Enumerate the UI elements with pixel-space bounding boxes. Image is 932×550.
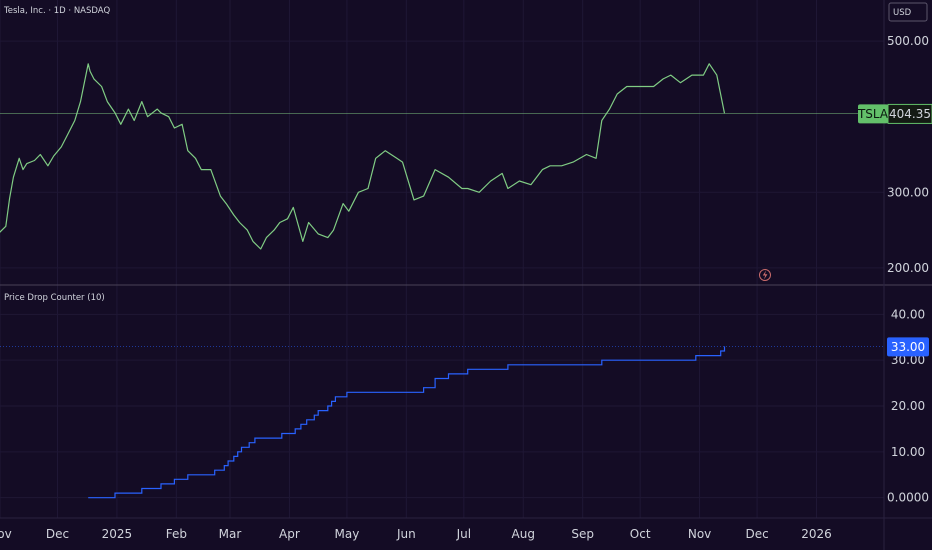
y-tick-label: 30.00: [891, 353, 925, 367]
x-tick-label: 2026: [801, 527, 832, 541]
series-name-badge[interactable]: TSLA: [857, 104, 889, 124]
crosshair-layer: [0, 113, 884, 347]
y-axis-layer: 500.00 300.00 200.00 40.00 30.00 20.00 10.00 0.…: [887, 34, 929, 505]
last-price-badge-bg: [887, 103, 932, 124]
last-price-badge[interactable]: 404.35: [887, 103, 932, 124]
x-tick-label: Nov: [0, 527, 12, 541]
x-tick-label: Mar: [219, 527, 242, 541]
last-counter-badge[interactable]: 33.00: [887, 337, 929, 357]
y-tick-label: 200.00: [887, 261, 929, 275]
currency-label: USD: [893, 8, 912, 18]
y-tick-label: 500.00: [887, 34, 929, 48]
price-series-line[interactable]: [0, 63, 726, 250]
y-tick-label: 10.00: [891, 445, 925, 459]
x-tick-label: Dec: [46, 527, 69, 541]
x-tick-label: 2025: [102, 527, 133, 541]
x-tick-label: Oct: [630, 527, 651, 541]
currency-button-frame: [888, 2, 928, 22]
x-tick-label: Jul: [456, 527, 471, 541]
counter-series-line[interactable]: [88, 346, 726, 499]
y-tick-label: 300.00: [887, 185, 929, 199]
x-tick-label: Jun: [396, 527, 416, 541]
series-layer: [0, 63, 726, 499]
x-tick-label: Dec: [745, 527, 768, 541]
symbol-title[interactable]: Tesla, Inc. · 1D · NASDAQ: [3, 6, 110, 16]
y-tick-label: 20.00: [891, 399, 925, 413]
x-tick-label: Nov: [688, 527, 711, 541]
last-counter-value: 33.00: [891, 340, 925, 354]
lightning-icon: [762, 270, 768, 280]
x-tick-label: Sep: [571, 527, 594, 541]
x-axis-layer: Nov Dec 2025 Feb Mar Apr May Jun Jul Aug Sep Oct Nov…: [0, 527, 832, 541]
dividends-badge[interactable]: [759, 269, 771, 281]
badge-circle: [759, 269, 771, 281]
last-price-value: 404.35: [889, 107, 931, 121]
y-tick-label: 40.00: [891, 307, 925, 321]
y-tick-label: 0.0000: [887, 491, 929, 505]
x-tick-label: Apr: [279, 527, 300, 541]
indicator-title[interactable]: Price Drop Counter (10): [4, 293, 105, 303]
last-counter-badge-bg: [887, 337, 929, 357]
x-tick-label: Feb: [166, 527, 187, 541]
series-name-label: TSLA: [857, 107, 889, 121]
x-tick-label: Aug: [512, 527, 535, 541]
currency-button[interactable]: USD: [888, 2, 928, 22]
series-name-badge-bg: [858, 104, 888, 124]
label-layer: TSLA 404.35 33.00: [857, 103, 932, 357]
x-tick-label: May: [335, 527, 360, 541]
